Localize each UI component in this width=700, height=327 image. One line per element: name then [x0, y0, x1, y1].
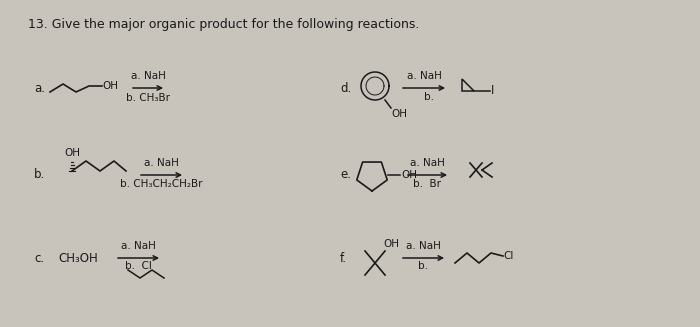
Text: I: I	[491, 84, 494, 97]
Text: OH: OH	[383, 239, 399, 249]
Text: OH: OH	[102, 81, 118, 91]
Text: b. CH₃CH₂CH₂Br: b. CH₃CH₂CH₂Br	[120, 179, 202, 189]
Text: f.: f.	[340, 251, 347, 265]
Text: d.: d.	[340, 81, 351, 95]
Text: 13. Give the major organic product for the following reactions.: 13. Give the major organic product for t…	[28, 18, 419, 31]
Text: OH: OH	[64, 148, 80, 158]
Text: a. NaH: a. NaH	[131, 71, 165, 81]
Text: OH: OH	[401, 170, 417, 180]
Text: e.: e.	[340, 168, 351, 181]
Text: a. NaH: a. NaH	[407, 71, 442, 81]
Text: OH: OH	[391, 109, 407, 119]
Text: b.  Br: b. Br	[413, 179, 441, 189]
Text: Cl: Cl	[503, 251, 513, 261]
Text: CH₃OH: CH₃OH	[58, 251, 98, 265]
Text: a. NaH: a. NaH	[144, 158, 178, 168]
Text: a.: a.	[34, 81, 45, 95]
Text: b.: b.	[418, 261, 428, 271]
Text: b.: b.	[424, 92, 434, 102]
Text: a. NaH: a. NaH	[405, 241, 440, 251]
Text: b.: b.	[34, 168, 46, 181]
Text: a. NaH: a. NaH	[120, 241, 155, 251]
Text: a. NaH: a. NaH	[410, 158, 444, 168]
Text: b. CH₃Br: b. CH₃Br	[126, 93, 170, 103]
Text: c.: c.	[34, 251, 44, 265]
Text: b.  Cl: b. Cl	[125, 261, 151, 271]
